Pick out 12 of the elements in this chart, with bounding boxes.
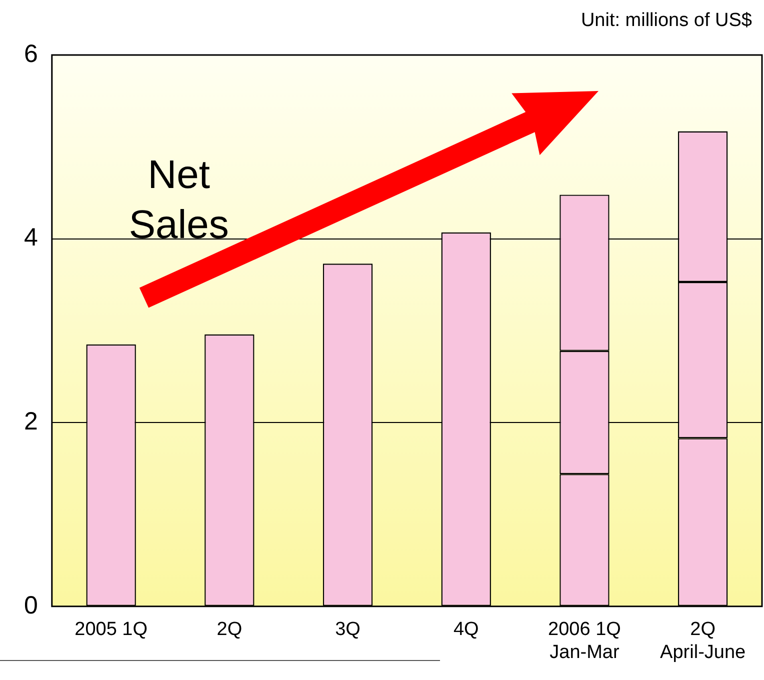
text: Unit: millions of US$ — [580, 10, 752, 32]
y-tick-label: 4 — [24, 224, 38, 252]
x-tick-label: 2005 1Q — [74, 619, 148, 640]
x-tick-label: 2006 1Q Jan-Mar — [548, 619, 621, 663]
y-tick-label: 2 — [24, 407, 38, 436]
x-tick-label: 2Q April-June — [660, 619, 746, 663]
x-tick-label: 2Q — [216, 619, 242, 640]
y-tick-label: 6 — [24, 40, 38, 68]
y-tick-label: 0 — [24, 591, 38, 620]
x-tick-label: 3Q — [335, 619, 360, 640]
annotation: Net Sales — [128, 152, 230, 249]
x-tick-label: 4Q — [453, 619, 479, 640]
